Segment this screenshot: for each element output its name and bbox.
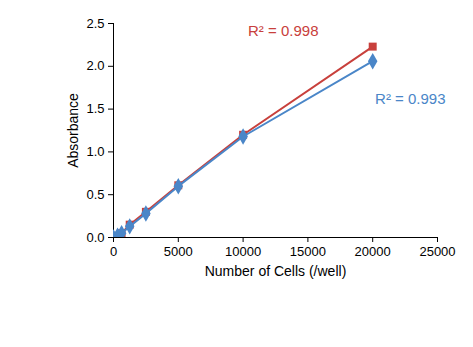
svg-text:5000: 5000 xyxy=(164,244,193,259)
svg-text:25000: 25000 xyxy=(419,244,455,259)
svg-text:2.0: 2.0 xyxy=(86,58,104,73)
svg-text:0: 0 xyxy=(110,244,117,259)
svg-text:R² = 0.993: R² = 0.993 xyxy=(375,90,445,107)
svg-text:2.5: 2.5 xyxy=(86,16,104,31)
svg-text:Absorbance: Absorbance xyxy=(65,93,81,168)
svg-text:20000: 20000 xyxy=(355,244,391,259)
svg-text:R² = 0.998: R² = 0.998 xyxy=(248,22,318,39)
svg-text:0.5: 0.5 xyxy=(86,187,104,202)
svg-text:Number of Cells (/well): Number of Cells (/well) xyxy=(205,263,347,279)
svg-text:10000: 10000 xyxy=(225,244,261,259)
svg-text:0.0: 0.0 xyxy=(86,230,104,245)
svg-text:1.0: 1.0 xyxy=(86,144,104,159)
svg-text:1.5: 1.5 xyxy=(86,101,104,116)
svg-text:15000: 15000 xyxy=(290,244,326,259)
